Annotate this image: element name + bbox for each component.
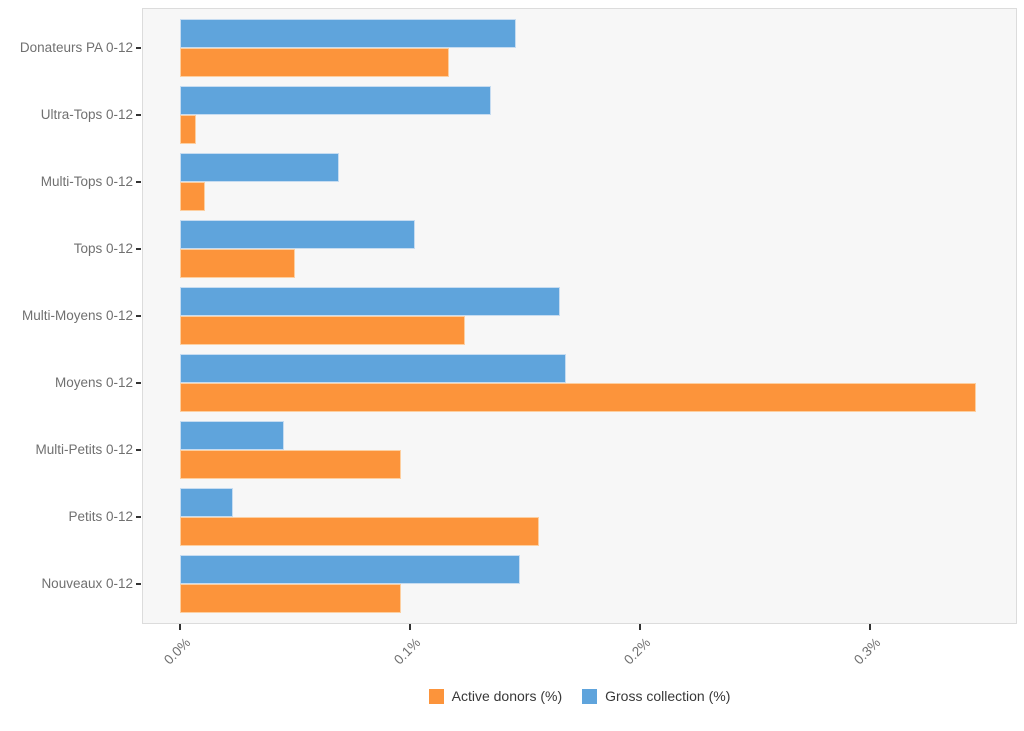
y-axis-tick <box>136 248 141 251</box>
y-axis-label-tops-0-12: Tops 0-12 <box>73 241 133 257</box>
bar-active-donors-multi-tops-0-12 <box>180 182 205 212</box>
bar-active-donors-multi-petits-0-12 <box>180 449 401 479</box>
y-axis-tick <box>136 582 141 585</box>
legend-label-active-donors: Active donors (%) <box>451 688 563 704</box>
x-axis-tick <box>639 624 641 630</box>
y-axis-tick <box>136 114 141 117</box>
bar-gross-collection-multi-moyens-0-12 <box>180 287 560 316</box>
bar-active-donors-petits-0-12 <box>180 516 539 546</box>
x-axis-tick-label-0-1: 0.1% <box>391 635 424 668</box>
x-axis-tick <box>869 624 871 630</box>
bar-active-donors-donateurs-pa-0-12 <box>180 48 449 78</box>
y-axis-tick <box>136 315 141 317</box>
legend-swatch-gross-collection <box>582 688 598 704</box>
x-axis-tick <box>409 624 411 630</box>
x-axis-tick-label-0-3: 0.3% <box>851 635 884 668</box>
y-axis-label-ultra-tops-0-12: Ultra-Tops 0-12 <box>40 107 133 123</box>
y-axis-label-multi-petits-0-12: Multi-Petits 0-12 <box>35 441 133 457</box>
y-axis-tick <box>136 448 141 451</box>
bar-gross-collection-moyens-0-12 <box>180 353 566 383</box>
legend-item-active-donors: Active donors (%) <box>428 688 563 704</box>
x-axis-tick-label-0-2: 0.2% <box>621 635 654 668</box>
x-axis-tick <box>179 624 181 630</box>
y-axis-label-multi-tops-0-12: Multi-Tops 0-12 <box>40 174 133 190</box>
y-axis-label-nouveaux-0-12: Nouveaux 0-12 <box>41 575 133 591</box>
legend-swatch-active-donors <box>428 688 444 704</box>
bar-gross-collection-ultra-tops-0-12 <box>180 86 491 116</box>
y-axis-label-multi-moyens-0-12: Multi-Moyens 0-12 <box>21 308 133 323</box>
legend-item-gross-collection: Gross collection (%) <box>582 688 730 704</box>
bar-gross-collection-multi-petits-0-12 <box>180 420 284 450</box>
y-axis-tick <box>136 181 141 184</box>
y-axis-tick <box>136 381 141 384</box>
bar-active-donors-ultra-tops-0-12 <box>180 115 196 145</box>
x-axis-tick-label-0-0: 0.0% <box>161 635 194 668</box>
y-axis-label-petits-0-12: Petits 0-12 <box>68 508 133 524</box>
bar-gross-collection-petits-0-12 <box>180 487 233 517</box>
y-axis-label-donateurs-pa-0-12: Donateurs PA 0-12 <box>19 40 133 56</box>
legend: Active donors (%) Gross collection (%) <box>142 688 1017 704</box>
y-axis-tick <box>136 47 141 50</box>
bar-active-donors-moyens-0-12 <box>180 382 976 412</box>
legend-label-gross-collection: Gross collection (%) <box>605 688 731 704</box>
bar-gross-collection-tops-0-12 <box>180 220 415 250</box>
y-axis-tick <box>136 515 141 518</box>
bar-gross-collection-donateurs-pa-0-12 <box>180 19 516 49</box>
bar-active-donors-nouveaux-0-12 <box>180 583 401 613</box>
bar-gross-collection-multi-tops-0-12 <box>180 153 339 183</box>
bar-active-donors-multi-moyens-0-12 <box>180 316 465 345</box>
y-axis-label-moyens-0-12: Moyens 0-12 <box>54 374 133 390</box>
bar-active-donors-tops-0-12 <box>180 249 295 279</box>
bar-gross-collection-nouveaux-0-12 <box>180 554 520 584</box>
